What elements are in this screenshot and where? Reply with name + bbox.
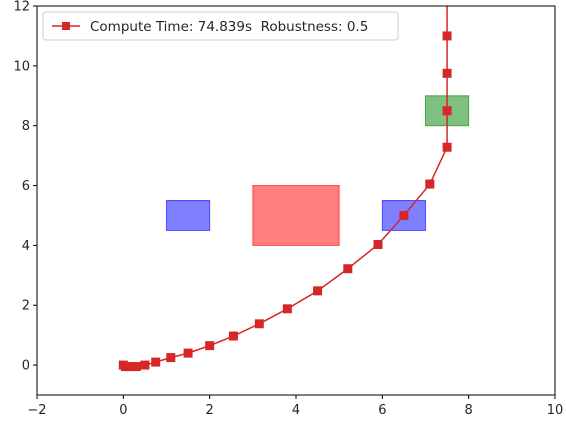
data-point [425,179,435,189]
data-point [166,353,176,363]
x-tick-label: 2 [206,403,214,418]
legend-label: Compute Time: 74.839s Robustness: 0.5 [90,19,368,35]
data-point [442,142,452,152]
obstacle-region-1 [166,200,211,231]
data-point [399,210,409,220]
data-point [282,304,292,314]
y-tick-label: 6 [22,179,30,194]
data-point [313,286,323,296]
x-tick-label: 10 [547,403,564,418]
legend: Compute Time: 74.839s Robustness: 0.5 [42,11,399,41]
y-tick-label: 2 [22,299,30,314]
series-layer [118,6,452,372]
data-point [442,68,452,78]
y-tick-label: 12 [13,0,30,15]
data-point [140,360,150,370]
data-point [183,348,193,358]
data-point [151,357,161,367]
x-tick-label: 0 [119,403,127,418]
data-point [343,264,353,274]
x-tick-label: −2 [27,403,46,418]
y-tick-label: 10 [13,59,30,74]
data-point [442,31,452,41]
y-tick-label: 0 [22,359,30,374]
ticks-layer: −2 0 2 4 6 8 10 0 2 4 6 8 10 12 [13,0,563,418]
data-point [373,239,383,249]
x-tick-label: 4 [292,403,300,418]
x-tick-label: 6 [378,403,386,418]
data-point [254,319,264,329]
data-point [205,341,215,351]
legend-box [42,11,399,41]
data-point [228,331,238,341]
x-tick-label: 8 [465,403,473,418]
data-point [442,106,452,116]
obstacle-region-2 [252,185,340,246]
regions-layer [166,95,470,246]
y-tick-label: 8 [22,119,30,134]
y-tick-label: 4 [22,239,30,254]
data-point [131,362,141,372]
legend-marker-swatch [62,22,70,30]
